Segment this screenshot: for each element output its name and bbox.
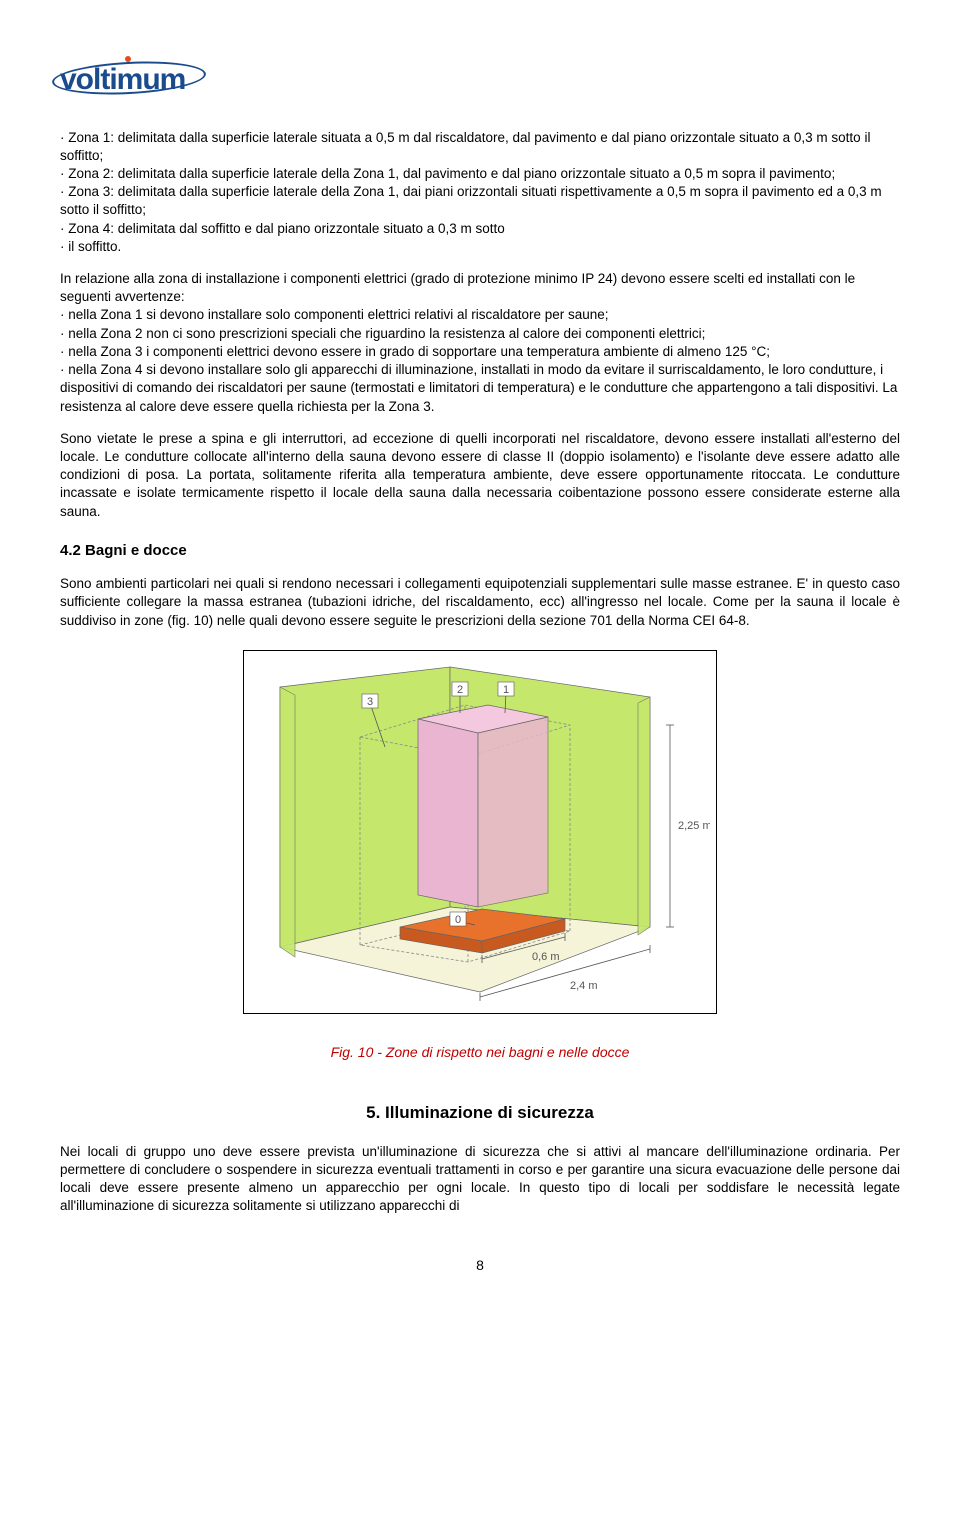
rules-intro: In relazione alla zona di installazione … bbox=[60, 270, 900, 306]
rule-zone4: · nella Zona 4 si devono installare solo… bbox=[60, 361, 900, 416]
zone4-def-b: · il soffitto. bbox=[60, 238, 900, 256]
rule-zone1: · nella Zona 1 si devono installare solo… bbox=[60, 306, 900, 324]
installation-rules: In relazione alla zona di installazione … bbox=[60, 270, 900, 416]
baths-paragraph: Sono ambienti particolari nei quali si r… bbox=[60, 575, 900, 630]
logo: voltimum bbox=[60, 60, 900, 101]
page-number: 8 bbox=[60, 1256, 900, 1275]
heading-5: 5. Illuminazione di sicurezza bbox=[60, 1102, 900, 1125]
svg-text:0,6 m: 0,6 m bbox=[532, 951, 560, 963]
svg-text:3: 3 bbox=[367, 696, 373, 708]
zone-definitions: · Zona 1: delimitata dalla superficie la… bbox=[60, 129, 900, 257]
logo-text: voltimum bbox=[60, 60, 185, 101]
figure-10-svg: 3 2 1 0 2,25 m 0,6 m 2,4 m bbox=[250, 657, 710, 1007]
figure-10: 3 2 1 0 2,25 m 0,6 m 2,4 m bbox=[60, 650, 900, 1019]
svg-text:2,25 m: 2,25 m bbox=[678, 820, 710, 832]
lighting-paragraph: Nei locali di gruppo uno deve essere pre… bbox=[60, 1143, 900, 1216]
rule-zone3: · nella Zona 3 i componenti elettrici de… bbox=[60, 343, 900, 361]
svg-text:2,4 m: 2,4 m bbox=[570, 980, 598, 992]
rule-zone2: · nella Zona 2 non ci sono prescrizioni … bbox=[60, 325, 900, 343]
zone3-def: · Zona 3: delimitata dalla superficie la… bbox=[60, 183, 900, 219]
logo-dot bbox=[125, 56, 131, 62]
svg-text:0: 0 bbox=[455, 914, 461, 926]
svg-text:1: 1 bbox=[503, 684, 509, 696]
zone1-def: · Zona 1: delimitata dalla superficie la… bbox=[60, 129, 900, 165]
sockets-paragraph: Sono vietate le prese a spina e gli inte… bbox=[60, 430, 900, 521]
figure-10-caption: Fig. 10 - Zone di rispetto nei bagni e n… bbox=[60, 1043, 900, 1062]
svg-text:2: 2 bbox=[457, 684, 463, 696]
zone2-def: · Zona 2: delimitata dalla superficie la… bbox=[60, 165, 900, 183]
figure-10-box: 3 2 1 0 2,25 m 0,6 m 2,4 m bbox=[243, 650, 717, 1014]
zone4-def-a: · Zona 4: delimitata dal soffitto e dal … bbox=[60, 220, 900, 238]
heading-4-2: 4.2 Bagni e docce bbox=[60, 541, 900, 561]
